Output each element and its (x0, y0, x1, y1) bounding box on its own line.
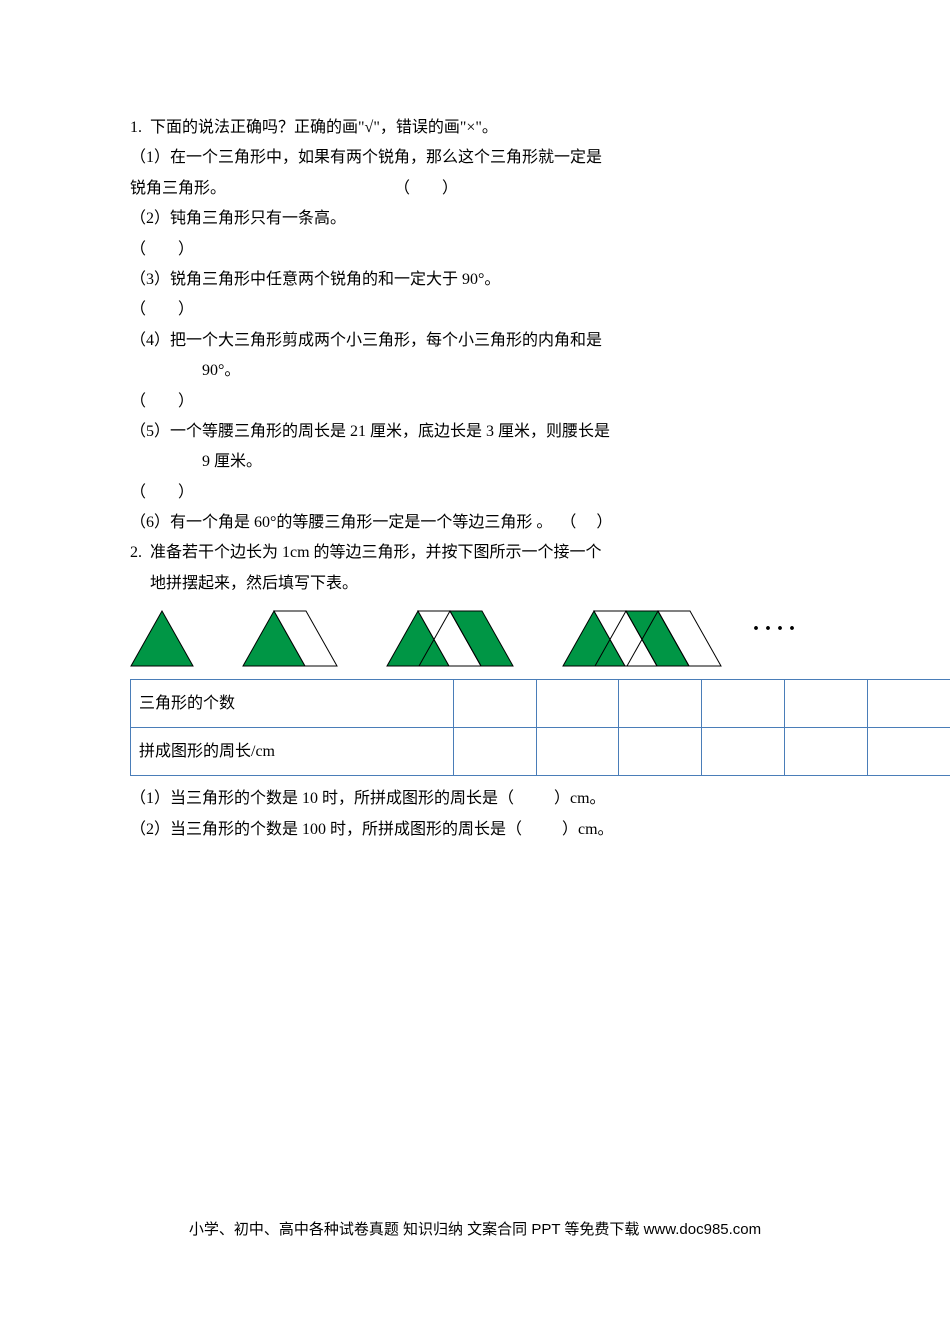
table-cell[interactable] (536, 728, 619, 776)
answer-paren[interactable]: （ ） (130, 235, 820, 265)
q2-sub1: （1）当三角形的个数是 10 时，所拼成图形的周长是（ ）cm。 (130, 784, 820, 814)
triangle-icon (386, 610, 514, 667)
row1-header: 三角形的个数 (131, 680, 454, 728)
table-cell[interactable] (453, 680, 536, 728)
table-cell[interactable] (702, 680, 785, 728)
table-cell[interactable] (784, 680, 867, 728)
shape-group-4 (562, 610, 722, 667)
ellipsis-dots: ···· (752, 607, 800, 668)
q2-line2: 地拼摆起来，然后填写下表。 (130, 569, 820, 599)
table-cell[interactable] (619, 728, 702, 776)
table-row: 三角形的个数 (131, 680, 950, 728)
shape-group-2 (242, 610, 338, 667)
triangle-icon (562, 610, 722, 667)
q1-item1-line1: （1）在一个三角形中，如果有两个锐角，那么这个三角形就一定是 (130, 143, 820, 173)
triangle-icon (130, 610, 194, 667)
page-footer: 小学、初中、高中各种试卷真题 知识归纳 文案合同 PPT 等免费下载 www.d… (0, 1218, 950, 1239)
table-cell[interactable] (619, 680, 702, 728)
q2-sub2: （2）当三角形的个数是 100 时，所拼成图形的周长是（ ）cm。 (130, 815, 820, 845)
table-cell[interactable] (867, 680, 950, 728)
q1-item2-line1: （2）钝角三角形只有一条高。 (130, 204, 820, 234)
q1-item4-line2: 90°。 (130, 356, 820, 386)
answer-paren[interactable]: （ ） (130, 295, 820, 325)
answer-paren[interactable]: （ ） (130, 387, 820, 417)
shape-group-1 (130, 610, 194, 667)
q1-item5-line1: （5）一个等腰三角形的周长是 21 厘米，底边长是 3 厘米，则腰长是 (130, 417, 820, 447)
page-content: 1. 下面的说法正确吗？正确的画"√"，错误的画"×"。 （1）在一个三角形中，… (0, 0, 950, 845)
table-cell[interactable] (536, 680, 619, 728)
triangle-icon (242, 610, 338, 667)
answer-paren[interactable]: （ ） (130, 478, 820, 508)
q2-line1: 2. 准备若干个边长为 1cm 的等边三角形，并按下图所示一个接一个 (130, 538, 820, 568)
q1-item5-line2: 9 厘米。 (130, 447, 820, 477)
triangle-diagram: ···· (130, 607, 950, 667)
row2-header: 拼成图形的周长/cm (131, 728, 454, 776)
answer-paren[interactable]: （ ） (394, 180, 458, 197)
shape-group-3 (386, 610, 514, 667)
table-cell[interactable] (453, 728, 536, 776)
q1-item3-line1: （3）锐角三角形中任意两个锐角的和一定大于 90°。 (130, 265, 820, 295)
perimeter-table: 三角形的个数 拼成图形的周长/cm (130, 679, 950, 776)
q1-item1-line2: 锐角三角形。 （ ） (130, 174, 820, 204)
table-cell[interactable] (702, 728, 785, 776)
q1-title: 1. 下面的说法正确吗？正确的画"√"，错误的画"×"。 (130, 113, 820, 143)
q1-item4-line1: （4）把一个大三角形剪成两个小三角形，每个小三角形的内角和是 (130, 326, 820, 356)
table-cell[interactable] (784, 728, 867, 776)
table-row: 拼成图形的周长/cm (131, 728, 950, 776)
q1-item6-line1: （6）有一个角是 60°的等腰三角形一定是一个等边三角形 。 （ ） (130, 508, 820, 538)
table-cell[interactable] (867, 728, 950, 776)
